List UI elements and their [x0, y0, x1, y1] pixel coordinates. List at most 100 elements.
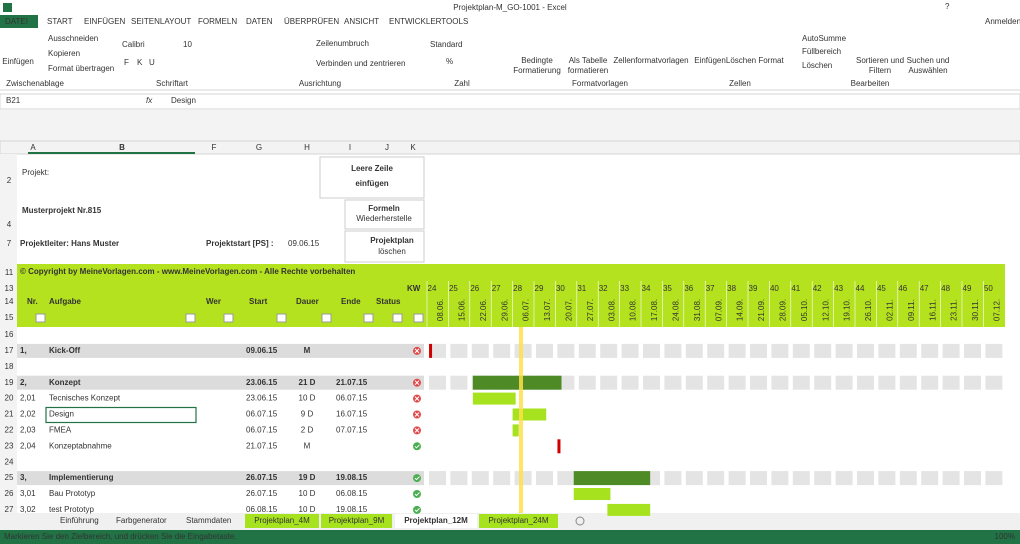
sheet-tab[interactable]: Projektplan_4M: [254, 516, 310, 525]
ribbon-tab[interactable]: EINFÜGEN: [84, 17, 126, 26]
week-cell: [450, 343, 468, 358]
ribbon-command[interactable]: Bedingte: [521, 56, 553, 65]
help[interactable]: ?: [945, 2, 950, 11]
ribbon-command[interactable]: Einfügen: [2, 57, 34, 66]
ribbon-command[interactable]: Format übertragen: [48, 64, 114, 73]
ribbon-command[interactable]: Ausschneiden: [48, 34, 98, 43]
ribbon-command[interactable]: Löschen: [802, 61, 832, 70]
status-bar: [0, 530, 1020, 544]
ribbon-command[interactable]: Filtern: [869, 66, 891, 75]
ribbon-command[interactable]: F: [124, 58, 129, 67]
column-header: A: [30, 143, 36, 152]
week-start: 06.07.: [522, 299, 531, 321]
ribbon-command[interactable]: Calibri: [122, 40, 145, 49]
account[interactable]: Anmelden: [985, 17, 1020, 26]
sheet-tab-bg[interactable]: [245, 514, 319, 528]
button-label[interactable]: Leere Zeile: [351, 164, 393, 173]
file-tab-bg[interactable]: [0, 15, 38, 28]
button-restore-formulas[interactable]: [344, 199, 425, 230]
week-number: 49: [963, 284, 972, 293]
sheet-tab[interactable]: Stammdaten: [186, 516, 231, 525]
outline-area: [0, 110, 1020, 141]
ribbon-tab[interactable]: ANSICHT: [344, 17, 379, 26]
week-number: 38: [727, 284, 736, 293]
ribbon-command[interactable]: Auswählen: [908, 66, 947, 75]
week-cell: [557, 343, 575, 358]
sheet-tab[interactable]: Projektplan_9M: [329, 516, 385, 525]
button-label[interactable]: einfügen: [355, 179, 388, 188]
button-label[interactable]: Wiederherstelle: [356, 214, 412, 223]
ribbon-command[interactable]: formatieren: [568, 66, 608, 75]
summary-row-bg: [17, 343, 424, 358]
ribbon-command[interactable]: Löschen: [726, 56, 756, 65]
ribbon-tab[interactable]: ENTWICKLERTOOLS: [389, 17, 468, 26]
button-insert-row[interactable]: [319, 156, 425, 199]
filter-dropdown[interactable]: [392, 313, 403, 323]
ribbon-command[interactable]: %: [446, 57, 453, 66]
status-glyph: [414, 348, 420, 354]
ribbon-tab[interactable]: START: [47, 17, 73, 26]
ribbon-command[interactable]: Zeilenumbruch: [316, 39, 369, 48]
week-cell: [707, 471, 725, 486]
task-name[interactable]: Konzept: [49, 378, 81, 387]
task-bar: [607, 503, 651, 516]
filter-dropdown[interactable]: [185, 313, 196, 323]
ribbon-command[interactable]: Kopieren: [48, 49, 80, 58]
button-label[interactable]: löschen: [378, 247, 406, 256]
task-name[interactable]: FMEA: [49, 426, 72, 435]
ribbon-command[interactable]: Verbinden und zentrieren: [316, 59, 405, 68]
task-name[interactable]: test Prototyp: [49, 505, 94, 514]
ribbon-command[interactable]: K: [137, 58, 143, 67]
filter-dropdown[interactable]: [35, 313, 46, 323]
ribbon-command[interactable]: Suchen und: [907, 56, 950, 65]
ribbon-tab[interactable]: DATEI: [5, 17, 28, 26]
sheet-tab-bg[interactable]: [321, 514, 392, 528]
ribbon-command[interactable]: Format: [758, 56, 784, 65]
filter-dropdown[interactable]: [276, 313, 287, 323]
ribbon-command[interactable]: Füllbereich: [802, 47, 841, 56]
ribbon-command[interactable]: Einfügen: [694, 56, 726, 65]
button-clear-plan[interactable]: [344, 230, 425, 263]
ribbon-command[interactable]: AutoSumme: [802, 34, 847, 43]
add-sheet[interactable]: [575, 516, 585, 526]
task-start: 21.07.15: [246, 441, 278, 450]
sheet-tab[interactable]: Projektplan_12M: [404, 516, 468, 525]
row-header: 4: [7, 220, 12, 229]
week-start: 24.08.: [672, 299, 681, 321]
ribbon-command[interactable]: Zellenformatvorlagen: [613, 56, 688, 65]
ribbon-command[interactable]: Als Tabelle: [569, 56, 608, 65]
filter-dropdown[interactable]: [363, 313, 374, 323]
ribbon-command[interactable]: U: [149, 58, 155, 67]
ribbon-command[interactable]: Formatierung: [513, 66, 561, 75]
filter-dropdown[interactable]: [223, 313, 234, 323]
sheet-tab[interactable]: Einführung: [60, 516, 99, 525]
button-label[interactable]: Projektplan: [370, 236, 414, 245]
ribbon-tab[interactable]: SEITENLAYOUT: [131, 17, 191, 26]
task-name[interactable]: Konzeptabnahme: [49, 441, 112, 450]
sheet-tab[interactable]: Projektplan_24M: [488, 516, 548, 525]
sheet-tab-bg[interactable]: [479, 514, 558, 528]
ribbon-tab[interactable]: FORMELN: [198, 17, 237, 26]
ribbon-tab[interactable]: DATEN: [246, 17, 273, 26]
ribbon-command[interactable]: 10: [183, 40, 192, 49]
task-name[interactable]: Kick-Off: [49, 346, 80, 355]
task-name[interactable]: Bau Prototyp: [49, 489, 96, 498]
ribbon-tab[interactable]: ÜBERPRÜFEN: [284, 17, 339, 26]
window-title: Projektplan-M_GO-1001 - Excel: [453, 3, 567, 12]
task-name[interactable]: Tecnisches Konzept: [49, 394, 121, 403]
week-cell: [685, 343, 703, 358]
filter-dropdown[interactable]: [413, 313, 424, 323]
filter-dropdown[interactable]: [321, 313, 332, 323]
week-cell: [728, 375, 746, 390]
ribbon-command[interactable]: Sortieren und: [856, 56, 904, 65]
row-header: 18: [5, 362, 14, 371]
row-header: 26: [5, 489, 14, 498]
task-nr: 2,01: [20, 394, 36, 403]
ribbon-command[interactable]: Standard: [430, 40, 462, 49]
task-name[interactable]: Implementierung: [49, 473, 114, 482]
button-label[interactable]: Formeln: [368, 204, 400, 213]
task-name[interactable]: Design: [49, 410, 74, 419]
week-cell: [921, 343, 939, 358]
sheet-tab-bg[interactable]: [395, 514, 477, 528]
sheet-tab[interactable]: Farbgenerator: [116, 516, 167, 525]
